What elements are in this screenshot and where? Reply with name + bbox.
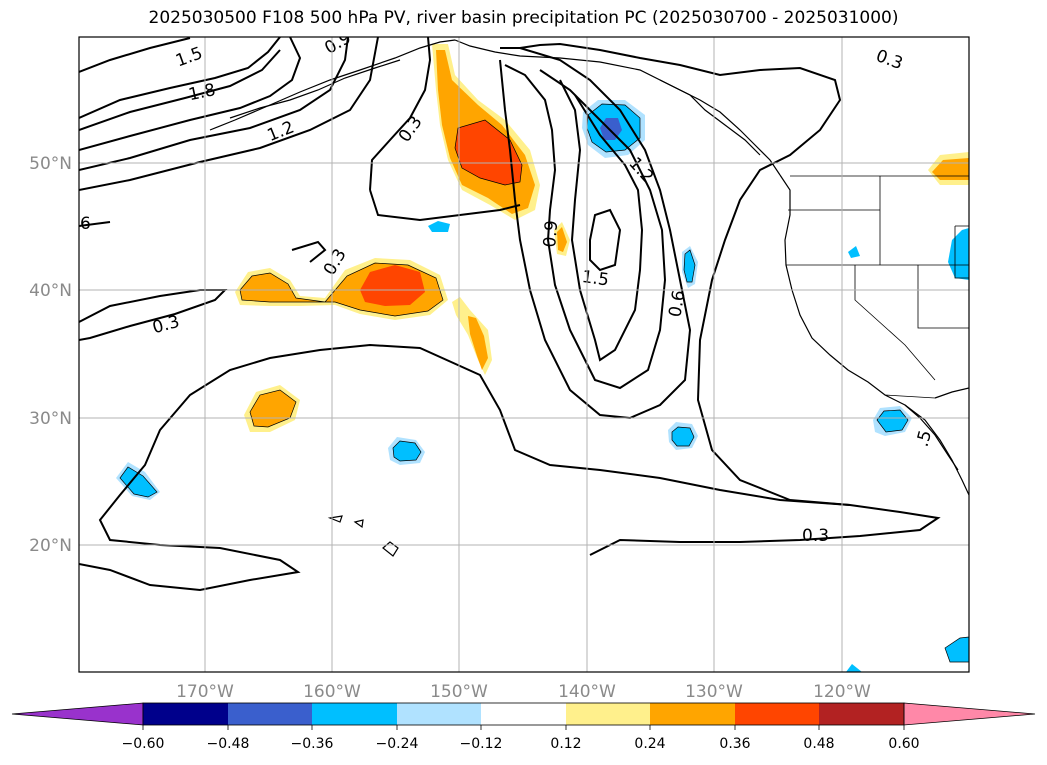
negative-region-small-133w-mid	[684, 250, 695, 282]
contour-1.8-upper	[79, 37, 281, 119]
contour-1.2-left	[79, 37, 349, 171]
contour-1.5	[589, 208, 622, 272]
lon-label-160w: 160°W	[303, 682, 361, 702]
colorbar-swatch	[312, 703, 397, 725]
colorbar-swatch	[735, 703, 819, 725]
border-east-box	[954, 225, 969, 279]
colorbar-swatch	[819, 703, 904, 725]
colorbar-extend-high	[903, 702, 1036, 726]
contour-0.3-40n	[79, 289, 228, 341]
lon-label-170w: 170°W	[176, 682, 234, 702]
colorbar-swatch	[397, 703, 481, 725]
colorbar-swatch	[650, 703, 735, 725]
colorbar-ticks	[142, 725, 905, 730]
lat-labels: 50°N 40°N 30°N 20°N	[29, 154, 72, 556]
lon-label-120w: 120°W	[813, 682, 871, 702]
political-borders	[786, 175, 969, 399]
colorbar-tick-label: −0.60	[122, 736, 165, 752]
pv-contours	[79, 37, 941, 592]
coast-baja	[904, 404, 959, 471]
contour-label: 6	[80, 214, 91, 234]
positive-region-small-148w-mid	[468, 316, 488, 370]
map-frame	[78, 36, 970, 673]
lon-label-150w: 150°W	[430, 682, 488, 702]
contour-1.5-mid	[79, 37, 302, 151]
contour-0.3-upper	[369, 37, 432, 191]
colorbar-tick-label: −0.36	[291, 736, 334, 752]
positive-region-small-142w-mid	[557, 227, 567, 252]
lon-label-130w: 130°W	[685, 682, 743, 702]
negative-region-small-116w	[848, 246, 860, 258]
colorbar-swatch	[481, 703, 566, 725]
colorbar-tick-label: 0.60	[888, 736, 919, 752]
contour-0.3-east-lower	[789, 499, 851, 506]
contour-1.5-upper	[79, 37, 191, 73]
coast-alaska	[209, 39, 456, 131]
coast-gulf-alaska	[454, 39, 781, 176]
border-ca-nv	[854, 265, 936, 381]
negative-region-small-152w	[428, 221, 450, 232]
coast-hawaii-3	[353, 519, 364, 529]
contour-0.6	[499, 47, 692, 420]
negative-region-25n-175w-mid	[120, 467, 157, 497]
colorbar-frame	[142, 702, 905, 726]
contour-1.2	[559, 79, 644, 362]
coast-hawaii-1	[382, 541, 399, 557]
border-nv	[917, 265, 969, 329]
negative-region-east-edge	[948, 228, 969, 280]
contour-label: .5	[913, 428, 937, 449]
colorbar-swatch	[228, 703, 312, 725]
positive-region-40n-155w-high	[360, 265, 425, 306]
negative-region-bottom	[846, 664, 862, 672]
lon-labels: 170°W 160°W 150°W 140°W 130°W 120°W	[176, 682, 871, 702]
gridlines	[79, 37, 969, 672]
coast-hawaii-2	[327, 515, 343, 523]
colorbar-tick-label: −0.12	[460, 736, 503, 752]
contour-1.8-left	[79, 49, 281, 131]
map-background	[79, 37, 969, 672]
coast-mexico	[934, 387, 969, 399]
colorbar-tick-label: −0.24	[376, 736, 419, 752]
colorbar-tick-label: 0.12	[550, 736, 581, 752]
contour-0.3-big	[79, 343, 941, 592]
coast-west-us	[779, 174, 969, 496]
border-us-mexico	[884, 394, 936, 399]
coast-bc-islands	[659, 79, 761, 156]
contour-label: 0.6	[665, 289, 689, 319]
lon-label-140w: 140°W	[558, 682, 616, 702]
colorbar-tick-label: −0.48	[207, 736, 250, 752]
coastlines	[209, 39, 969, 557]
contour-0.9-left	[79, 37, 379, 191]
map-title: 2025030500 F108 500 hPa PV, river basin …	[148, 8, 899, 28]
negative-region-baja-mid	[877, 410, 908, 432]
contour-label: 0.3	[802, 526, 829, 546]
lat-label-50n: 50°N	[29, 154, 72, 174]
colorbar-tick-label: 0.24	[634, 736, 665, 752]
contour-0.3-small	[291, 240, 327, 263]
contour-0.9	[504, 64, 667, 390]
colorbar-swatch	[143, 703, 228, 725]
contour-0.3-ring	[369, 189, 521, 222]
contour-0.6-left	[79, 221, 111, 227]
negative-region-28n-133w-mid	[672, 427, 694, 446]
negative-region-28n-153w-mid	[393, 441, 421, 461]
colorbar-tick-label: 0.36	[719, 736, 750, 752]
negative-region-55n-140w-high	[600, 118, 622, 140]
contour-label: 0.9	[540, 220, 562, 249]
lat-label-40n: 40°N	[29, 281, 72, 301]
colorbar-tick-label: 0.48	[803, 736, 834, 752]
negative-shading	[116, 100, 969, 672]
negative-region-se-corner	[945, 637, 969, 662]
colorbar-swatch	[566, 703, 650, 725]
colorbar-extend-low	[11, 702, 144, 726]
contour-label: 1.5	[581, 267, 611, 291]
lat-label-30n: 30°N	[29, 409, 72, 429]
lat-label-20n: 20°N	[29, 536, 72, 556]
colorbar: −0.60 −0.48 −0.36 −0.24 −0.12 0.12 0.24 …	[11, 702, 1036, 752]
coast-alaska-peninsula	[229, 59, 401, 119]
